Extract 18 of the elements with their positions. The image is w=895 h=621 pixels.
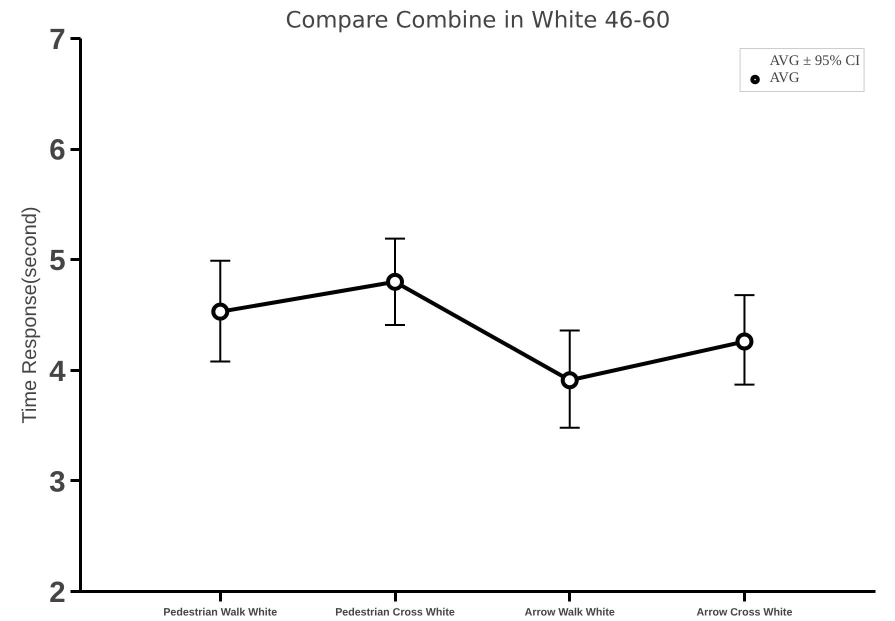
x-tick-label: Arrow Walk White bbox=[524, 606, 615, 618]
annotation: AVG ± 95% CI bbox=[770, 53, 860, 70]
x-tick-label: Pedestrian Cross White bbox=[335, 606, 455, 618]
x-tick-label: Arrow Cross White bbox=[696, 606, 792, 618]
chart-title: Compare Combine in White 46-60 bbox=[286, 8, 670, 34]
x-tick-label: Pedestrian Walk White bbox=[163, 606, 278, 618]
point bbox=[735, 332, 754, 351]
y-tick-label: 5 bbox=[49, 244, 66, 278]
point bbox=[560, 371, 579, 390]
y-tick-label: 2 bbox=[49, 576, 66, 609]
y-tick-label: 3 bbox=[49, 465, 66, 498]
point bbox=[211, 302, 230, 321]
y-axis-title: Time Response(second) bbox=[19, 206, 42, 424]
point bbox=[386, 272, 404, 291]
legend-label: AVG bbox=[770, 70, 800, 87]
y-tick-label: 6 bbox=[49, 134, 66, 167]
y-tick-label: 7 bbox=[49, 23, 66, 56]
y-tick-label: 4 bbox=[49, 354, 66, 388]
